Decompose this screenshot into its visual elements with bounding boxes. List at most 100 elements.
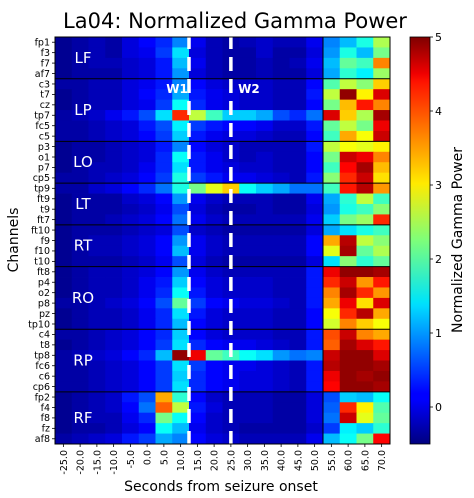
heatmap-cell xyxy=(272,151,290,163)
heatmap-cell xyxy=(256,78,274,90)
heatmap-cell xyxy=(239,151,257,163)
heatmap-cell xyxy=(189,277,207,288)
heatmap-cell xyxy=(323,235,341,247)
heatmap-cell xyxy=(172,287,190,299)
x-tick-label: 0.0 xyxy=(143,450,154,465)
heatmap-cell xyxy=(71,214,89,226)
heatmap-cell xyxy=(155,287,173,299)
heatmap-cell xyxy=(339,318,357,330)
heatmap-cell xyxy=(256,68,274,80)
heatmap-cell xyxy=(105,245,123,257)
heatmap-cell xyxy=(105,99,123,111)
heatmap-cell xyxy=(239,277,257,288)
heatmap-cell xyxy=(306,245,324,257)
heatmap-cell xyxy=(339,37,357,48)
heatmap-cell xyxy=(272,256,290,267)
heatmap-cell xyxy=(172,339,190,351)
x-tick-label: 55.0 xyxy=(327,450,338,471)
heatmap-cell xyxy=(88,277,106,288)
heatmap-cell xyxy=(289,183,307,194)
heatmap-cell xyxy=(138,350,156,361)
heatmap-cell xyxy=(138,99,156,111)
heatmap-cell xyxy=(55,172,73,184)
heatmap-cell xyxy=(373,214,391,226)
heatmap-cell xyxy=(88,318,106,330)
heatmap-cell xyxy=(88,350,106,361)
heatmap-cell xyxy=(289,308,307,320)
heatmap-cell xyxy=(55,224,73,236)
heatmap-cell xyxy=(88,130,106,142)
y-tick-label: t8 xyxy=(40,340,50,351)
heatmap-cell xyxy=(373,172,391,184)
heatmap-cell xyxy=(239,110,257,121)
heatmap-cell xyxy=(138,266,156,278)
heatmap-cell xyxy=(172,297,190,309)
heatmap-cell xyxy=(55,318,73,330)
heatmap-cell xyxy=(256,130,274,142)
heatmap-cell xyxy=(155,402,173,414)
heatmap-cell xyxy=(138,141,156,153)
heatmap-cell xyxy=(122,162,140,174)
heatmap-cell xyxy=(373,224,391,236)
heatmap-cell xyxy=(256,47,274,59)
heatmap-cell xyxy=(256,402,274,414)
heatmap-cell xyxy=(88,235,106,247)
x-tick-label: -20.0 xyxy=(76,450,87,475)
heatmap-cell xyxy=(105,57,123,69)
heatmap-cell xyxy=(339,151,357,163)
heatmap-cell xyxy=(172,110,190,121)
heatmap-cell xyxy=(373,266,391,278)
heatmap-cell xyxy=(272,183,290,194)
heatmap-cell xyxy=(122,412,140,424)
heatmap-cell xyxy=(88,172,106,184)
heatmap-cell xyxy=(356,120,374,132)
heatmap-cell xyxy=(222,423,240,434)
heatmap-cell xyxy=(256,110,274,121)
heatmap-cell xyxy=(155,256,173,267)
region-label: RT xyxy=(74,237,93,255)
heatmap-cell xyxy=(205,277,223,288)
heatmap-cell xyxy=(172,256,190,267)
heatmap-cell xyxy=(88,402,106,414)
heatmap-cell xyxy=(239,183,257,194)
heatmap-cell xyxy=(222,203,240,215)
heatmap-cell xyxy=(172,224,190,236)
heatmap-cell xyxy=(339,235,357,247)
heatmap-cell xyxy=(289,339,307,351)
heatmap-cell xyxy=(289,318,307,330)
y-tick-label: p7 xyxy=(38,163,50,174)
heatmap-cell xyxy=(88,68,106,80)
heatmap-cell xyxy=(189,391,207,403)
region-label: LT xyxy=(75,195,91,213)
heatmap-cell xyxy=(256,433,274,445)
heatmap-cell xyxy=(256,89,274,101)
heatmap-cell xyxy=(323,47,341,59)
heatmap-cell xyxy=(256,360,274,372)
heatmap-cell xyxy=(306,235,324,247)
heatmap-cell xyxy=(55,99,73,111)
heatmap-cell xyxy=(88,287,106,299)
heatmap-cell xyxy=(172,120,190,132)
heatmap-cell xyxy=(205,214,223,226)
heatmap-cell xyxy=(356,287,374,299)
heatmap-cell xyxy=(289,329,307,341)
heatmap-cell xyxy=(155,120,173,132)
x-tick-label: 15.0 xyxy=(193,450,204,471)
heatmap-cell xyxy=(138,423,156,434)
heatmap-cell xyxy=(71,57,89,69)
heatmap-cell xyxy=(239,297,257,309)
heatmap-cell xyxy=(256,256,274,267)
heatmap-cell xyxy=(71,110,89,121)
heatmap-cell xyxy=(306,68,324,80)
heatmap-cell xyxy=(155,99,173,111)
heatmap-cell xyxy=(155,203,173,215)
heatmap-cell xyxy=(55,339,73,351)
x-tick-label: 65.0 xyxy=(360,450,371,471)
heatmap-cell xyxy=(356,203,374,215)
heatmap-cell xyxy=(105,318,123,330)
heatmap-cell xyxy=(306,57,324,69)
heatmap-cell xyxy=(155,245,173,257)
heatmap-cell xyxy=(373,433,391,445)
heatmap-cell xyxy=(239,37,257,48)
heatmap-cell xyxy=(323,423,341,434)
